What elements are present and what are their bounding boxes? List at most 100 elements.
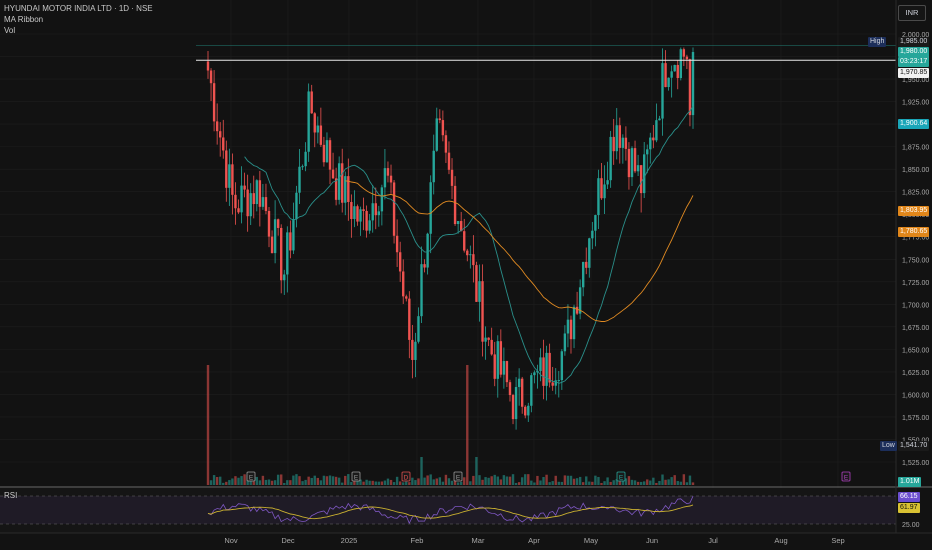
volume-bar: [307, 476, 310, 485]
volume-bars: [206, 365, 695, 485]
volume-bar: [630, 479, 634, 485]
volume-bar: [267, 479, 271, 485]
volume-bar: [411, 477, 414, 485]
candle-body: [304, 151, 307, 167]
time-axis-label: Dec: [281, 536, 295, 545]
candle-body: [658, 118, 661, 121]
volume-bar: [231, 478, 234, 485]
candle-body: [475, 265, 478, 302]
volume-bar: [490, 476, 493, 485]
candle-body: [316, 125, 320, 133]
grid-lines: [0, 0, 896, 533]
candle-body: [557, 380, 560, 382]
volume-bar: [243, 474, 246, 485]
candle-body: [380, 187, 384, 212]
volume-bar: [670, 477, 673, 485]
volume-bar: [380, 481, 384, 485]
volume-bar: [432, 479, 435, 485]
volume-bar: [304, 479, 307, 485]
volume-bar: [334, 476, 338, 485]
volume-bar: [337, 477, 341, 485]
volume-bar: [350, 481, 353, 485]
time-axis[interactable]: Nov Dec 2025 Feb Mar Apr May Jun Jul Aug Sep: [224, 536, 844, 545]
volume-bar: [487, 477, 490, 485]
symbol-title[interactable]: HYUNDAI MOTOR INDIA LTD · 1D · NSE: [4, 4, 153, 13]
event-marker-label: E: [354, 475, 359, 482]
volume-bar: [508, 476, 512, 485]
candle-body: [670, 71, 673, 78]
volume-bar: [514, 482, 518, 485]
price-tick-label: 1,875.00: [902, 145, 929, 152]
volume-bar: [417, 478, 420, 485]
price-tick-label: 2,000.00: [902, 32, 929, 39]
volume-bar: [578, 476, 582, 485]
candle-body: [490, 339, 493, 355]
price-tick-label: 1,850.00: [902, 167, 929, 174]
candle-body: [517, 378, 521, 388]
candle-body: [359, 209, 362, 222]
candle-body: [585, 261, 588, 268]
volume-bar: [606, 477, 609, 485]
volume-bar: [652, 477, 655, 485]
volume-bar: [234, 476, 237, 485]
volume-bar: [594, 475, 597, 485]
candle-body: [374, 203, 377, 216]
volume-bar: [438, 477, 442, 485]
candle-body: [283, 274, 286, 281]
candle-body: [664, 63, 667, 88]
rsi-line: [207, 496, 694, 525]
volume-bar: [597, 476, 600, 485]
candle-body: [578, 287, 582, 314]
volume-bar: [374, 481, 377, 485]
volume-bar: [575, 478, 579, 485]
candle-body: [313, 113, 316, 133]
candle-body: [472, 254, 475, 266]
candle-body: [511, 395, 515, 420]
candle-body: [386, 168, 390, 176]
candle-body: [337, 163, 341, 200]
volume-bar: [472, 475, 475, 485]
volume-bar: [481, 479, 484, 485]
event-marker: [841, 471, 851, 482]
volume-bar: [386, 478, 390, 485]
candle-body: [667, 77, 670, 88]
price-tick-label: 1,750.00: [902, 257, 929, 264]
rsi-pane: [0, 488, 896, 533]
rsi-ma-line: [207, 504, 694, 520]
volume-bar: [636, 481, 640, 485]
ma-ribbon-legend[interactable]: MA Ribbon: [4, 15, 44, 24]
volume-bar: [676, 481, 679, 485]
volume-bar: [441, 481, 445, 485]
volume-bar: [612, 480, 615, 485]
volume-bar: [447, 478, 451, 485]
candle-body: [514, 387, 518, 420]
volume-bar: [585, 476, 588, 485]
candle-body: [295, 192, 298, 220]
candle-body: [228, 164, 231, 188]
currency-button[interactable]: INR: [898, 5, 926, 21]
candle-body: [365, 210, 368, 231]
price-tick-label: 1,625.00: [902, 370, 929, 377]
time-axis-label: Nov: [224, 536, 238, 545]
candle-body: [249, 193, 252, 217]
event-marker-label: E: [619, 475, 624, 482]
candle-body: [307, 91, 310, 152]
volume-bar: [313, 475, 316, 485]
volume-bar: [240, 476, 243, 485]
candle-body: [237, 208, 240, 213]
volume-bar: [609, 481, 612, 485]
volume-bar: [588, 481, 591, 485]
volume-bar: [286, 480, 289, 485]
rsi-legend[interactable]: RSI: [4, 491, 18, 500]
candle-body: [456, 221, 460, 225]
volume-legend[interactable]: Vol: [4, 26, 16, 35]
time-axis-label: Sep: [831, 536, 844, 545]
volume-bar: [325, 476, 329, 485]
price-tick-label: 1,825.00: [902, 190, 929, 197]
volume-bar: [621, 478, 625, 485]
candle-body: [481, 281, 484, 342]
volume-bar: [280, 474, 283, 485]
